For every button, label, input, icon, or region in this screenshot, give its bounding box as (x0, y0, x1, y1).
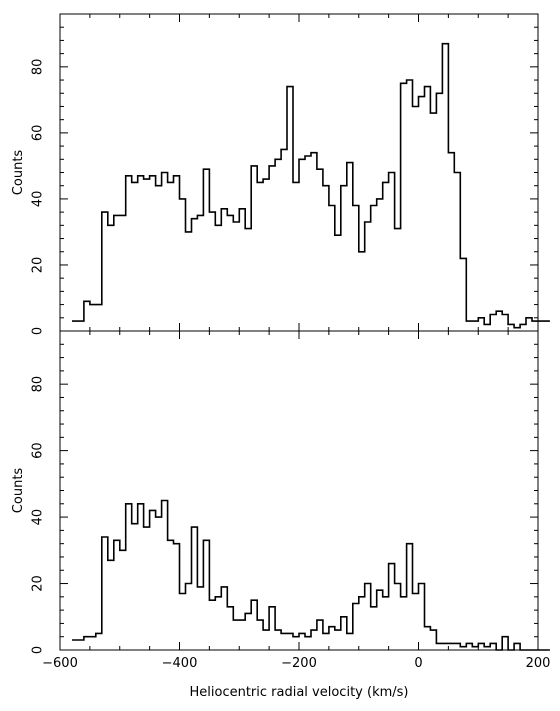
xtick-label: −200 (281, 656, 317, 671)
top-ytick-label: 20 (31, 257, 46, 274)
xtick-label: −600 (42, 656, 78, 671)
top-y-axis-title: Counts (11, 150, 26, 196)
top-ytick-label: 60 (31, 125, 46, 142)
bottom-panel-frame (59, 330, 539, 651)
xtick-label: 200 (526, 656, 551, 671)
bottom-ytick-label: 80 (31, 376, 46, 393)
bottom-histogram-series-0 (72, 499, 550, 651)
top-ytick-label: 40 (31, 191, 46, 208)
top-ytick-label: 0 (31, 327, 46, 335)
x-axis-title: Heliocentric radial velocity (km/s) (190, 685, 409, 700)
bottom-ytick-label: 20 (31, 575, 46, 592)
bottom-y-axis-title: Counts (11, 468, 26, 514)
bottom-ytick-label: 0 (31, 646, 46, 654)
bottom-ytick-label: 40 (31, 509, 46, 526)
bottom-ytick-label: 60 (31, 442, 46, 459)
top-histogram-series-0 (72, 42, 550, 329)
xtick-label: 0 (414, 656, 422, 671)
xtick-label: −400 (162, 656, 198, 671)
top-ytick-label: 80 (31, 59, 46, 76)
